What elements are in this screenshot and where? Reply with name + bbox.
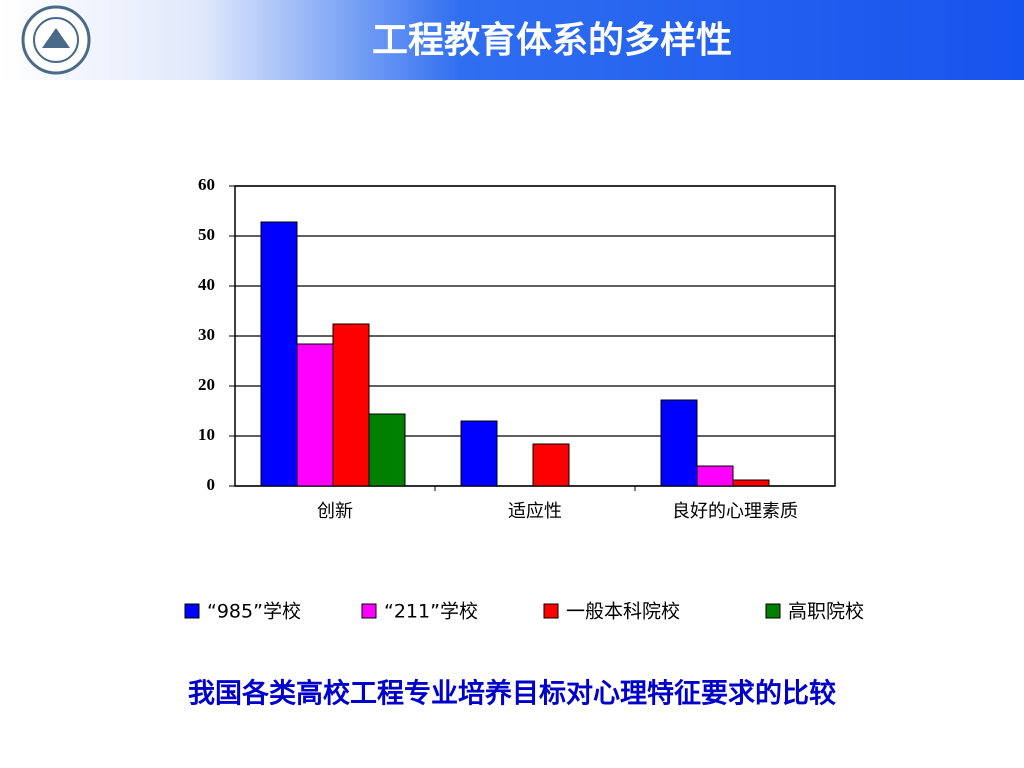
bar bbox=[460, 420, 498, 487]
bar bbox=[660, 399, 698, 487]
legend-key bbox=[765, 603, 781, 619]
y-tick-label: 50 bbox=[198, 225, 215, 244]
caption: 我国各类高校工程专业培养目标对心理特征要求的比较 bbox=[188, 678, 836, 710]
bar bbox=[732, 479, 770, 487]
y-tick-label: 10 bbox=[198, 425, 215, 444]
legend-label: “211”学校 bbox=[384, 601, 478, 623]
legend-label: 一般本科院校 bbox=[566, 601, 680, 623]
y-tick-label: 60 bbox=[198, 175, 215, 194]
bar bbox=[696, 465, 734, 487]
y-tick-label: 30 bbox=[198, 325, 215, 344]
bar bbox=[532, 443, 570, 487]
legend-label: “985”学校 bbox=[207, 601, 301, 623]
y-tick-label: 40 bbox=[198, 275, 215, 294]
y-tick-label: 0 bbox=[207, 475, 216, 494]
slide-title: 工程教育体系的多样性 bbox=[372, 20, 732, 61]
logo bbox=[21, 5, 91, 75]
legend-key bbox=[184, 603, 200, 619]
bar bbox=[368, 413, 406, 487]
bar bbox=[260, 221, 298, 487]
legend-label: 高职院校 bbox=[788, 601, 864, 623]
legend-key bbox=[543, 603, 559, 619]
x-tick-label: 适应性 bbox=[508, 501, 562, 522]
bar bbox=[332, 323, 370, 487]
x-tick-label: 创新 bbox=[317, 501, 353, 522]
y-tick-label: 20 bbox=[198, 375, 215, 394]
header-band bbox=[0, 0, 1024, 80]
legend-key bbox=[361, 603, 377, 619]
x-tick-label: 良好的心理素质 bbox=[672, 501, 798, 522]
bar bbox=[296, 343, 334, 487]
